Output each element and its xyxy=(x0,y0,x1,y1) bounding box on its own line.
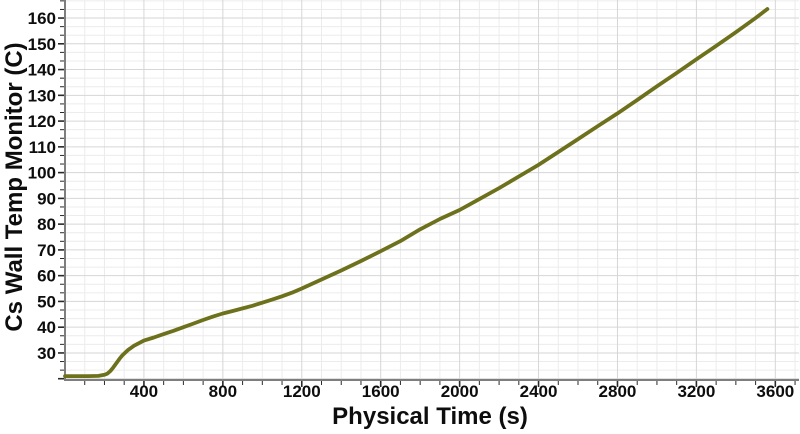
gridlines-major xyxy=(65,0,799,380)
y-tick-label: 110 xyxy=(29,138,56,157)
y-tick-label: 30 xyxy=(37,344,56,363)
x-tick-label: 2800 xyxy=(599,382,637,401)
axis-ticks xyxy=(58,0,796,387)
y-tick-label: 70 xyxy=(37,241,56,260)
y-tick-label: 130 xyxy=(28,86,56,105)
y-tick-label: 160 xyxy=(28,9,56,28)
y-tick-label: 150 xyxy=(28,35,56,54)
y-axis-title: Cs Wall Temp Monitor (C) xyxy=(1,42,28,331)
x-tick-label: 2400 xyxy=(520,382,558,401)
x-tick-label: 1600 xyxy=(362,382,400,401)
y-tick-label: 50 xyxy=(37,292,56,311)
y-tick-label: 140 xyxy=(28,61,56,80)
x-axis-title: Physical Time (s) xyxy=(332,403,528,430)
y-tick-label: 60 xyxy=(37,267,56,286)
y-tick-label: 120 xyxy=(28,112,56,131)
y-tick-label: 80 xyxy=(37,215,56,234)
gridlines-minor xyxy=(65,0,799,380)
temperature-curve xyxy=(63,7,770,378)
x-tick-label: 3200 xyxy=(677,382,715,401)
axis-spines xyxy=(64,0,799,381)
y-tick-label: 40 xyxy=(37,318,56,337)
axis-tick-labels: 400 800 1200 1600 2000 2400 2800 3200 3600 30 40 50… xyxy=(28,9,795,401)
x-tick-label: 800 xyxy=(209,382,237,401)
x-tick-label: 3600 xyxy=(756,382,794,401)
x-tick-label: 2000 xyxy=(441,382,479,401)
x-tick-label: 1200 xyxy=(283,382,321,401)
y-tick-label: 90 xyxy=(37,189,56,208)
y-tick-label: 100 xyxy=(28,164,56,183)
x-tick-label: 400 xyxy=(130,382,158,401)
